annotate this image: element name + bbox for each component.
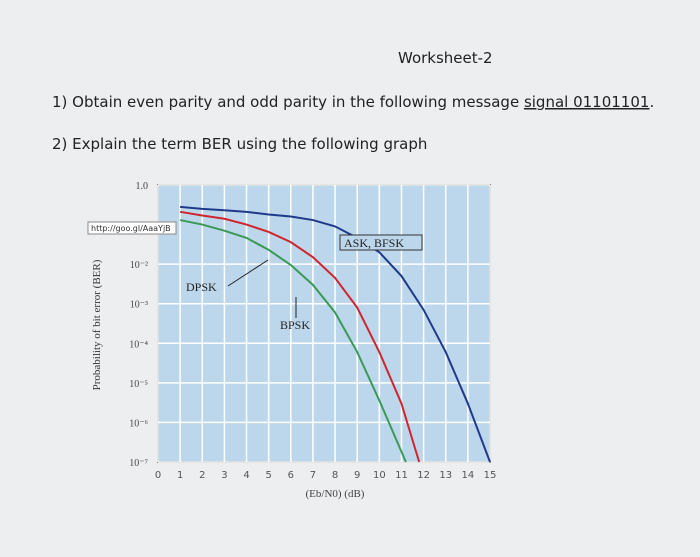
x-tick-label: 13 [439,470,452,481]
x-tick-label: 0 [155,470,161,481]
x-tick-label: 9 [354,470,360,481]
plot-area [157,184,491,463]
x-tick-label: 11 [395,470,408,481]
y-tick-label: 1.0 [136,181,149,192]
title: Worksheet-2 [398,49,493,67]
message-signal: signal 01101101 [524,93,650,111]
y-tick-label: 10⁻² [130,260,148,271]
y-axis-label: Probability of bit error (BER) [91,259,103,390]
x-tick-label: 6 [288,470,294,481]
watermark: http://goo.gl/AaaYjB [91,224,171,233]
y-tick-label: 10⁻⁷ [129,458,148,469]
y-tick-label: 10⁻³ [130,300,148,311]
y-tick-label: 10⁻⁵ [129,379,148,390]
x-tick-label: 3 [221,470,227,481]
x-tick-label: 1 [177,470,183,481]
x-axis-label: (Eb/N0) (dB) [306,488,365,500]
y-tick-label: 10⁻⁴ [129,339,148,350]
x-tick-label: 4 [243,470,249,481]
y-tick-label: 10⁻⁶ [129,418,148,429]
curve [180,205,491,463]
curve [179,210,421,463]
question-end: . [649,93,654,111]
pointer [227,259,269,287]
x-tick-label: 10 [373,470,386,481]
x-tick-label: 14 [461,470,474,481]
x-tick-label: 15 [484,470,497,481]
question: 1) Obtain even parity and odd parity in … [52,93,654,111]
question-text: 1) Obtain even parity and odd parity in … [52,93,524,111]
x-tick-label: 12 [417,470,430,481]
x-tick-label: 7 [310,470,316,481]
curve-label: DPSK [186,280,217,294]
curve-label: ASK, BFSK [344,236,404,250]
curve [179,219,407,463]
x-tick-label: 2 [199,470,205,481]
x-tick-label: 8 [332,470,338,481]
label-box [339,234,423,251]
watermark-box [87,221,177,235]
curve-label: BPSK [280,318,310,332]
question: 2) Explain the term BER using the follow… [52,135,427,153]
x-tick-label: 5 [265,470,271,481]
curves [179,205,491,463]
